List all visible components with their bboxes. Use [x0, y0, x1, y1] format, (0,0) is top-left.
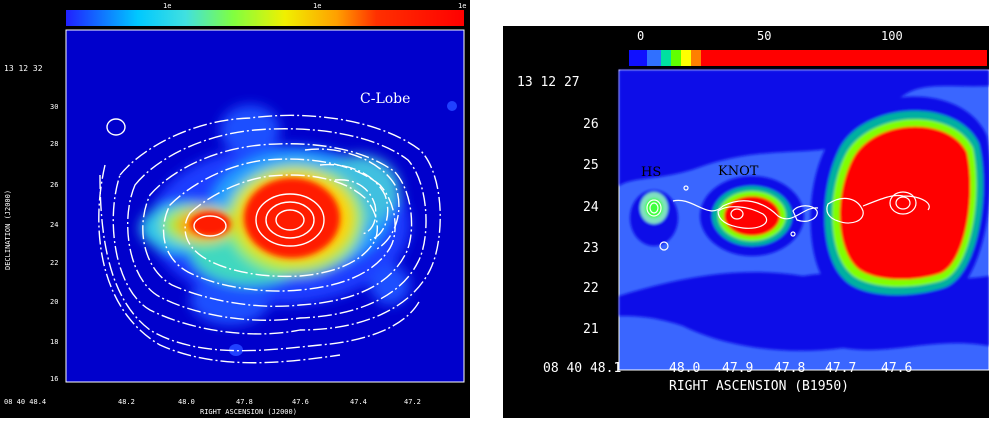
right-contours	[646, 185, 930, 251]
right-dec-tick: 21	[583, 322, 599, 337]
right-colorbar	[619, 50, 987, 66]
left-radio-map: 1e 1e 1e	[4, 2, 466, 416]
right-ra-tick: 08 40 48.1	[543, 361, 621, 376]
left-dec-axis-label: DECLINATION (J2000)	[4, 190, 12, 270]
right-ra-tick: 47.6	[881, 361, 912, 376]
right-colorbar-tick: 50	[757, 29, 771, 43]
right-colorbar-tick: 0	[637, 29, 644, 43]
left-colorbar-tick: 1e	[163, 2, 171, 10]
left-ra-tick: 47.8	[236, 398, 253, 406]
left-dec-tick: 28	[50, 140, 58, 148]
right-dec-tick: 26	[583, 117, 599, 132]
right-emission-map	[619, 70, 989, 351]
c-lobe-label: C-Lobe	[360, 91, 410, 107]
right-dec-tick: 25	[583, 158, 599, 173]
right-ra-tick: 47.7	[825, 361, 856, 376]
left-inner-contours	[106, 118, 325, 247]
left-ra-axis-label: RIGHT ASCENSION (J2000)	[200, 408, 297, 416]
left-colorbar	[66, 10, 464, 26]
left-ra-tick: 47.2	[404, 398, 421, 406]
right-dec-main-label: 13 12 27	[517, 75, 580, 90]
left-colorbar-tick: 1e	[313, 2, 321, 10]
right-ra-tick: 47.8	[774, 361, 805, 376]
left-dec-tick: 16	[50, 375, 58, 383]
left-contours	[98, 114, 441, 364]
left-dec-tick: 26	[50, 181, 58, 189]
left-dec-tick: 20	[50, 298, 58, 306]
left-ra-tick: 47.4	[350, 398, 367, 406]
hs-label: HS	[641, 165, 661, 180]
left-radio-map-panel: 1e 1e 1e	[0, 0, 470, 418]
left-ra-tick: 08 40 48.4	[4, 398, 46, 406]
left-dec-tick: 18	[50, 338, 58, 346]
right-radio-map-panel: 0 50 100	[503, 26, 989, 418]
knot-label: KNOT	[718, 164, 759, 179]
left-colorbar-tick: 1e	[458, 2, 466, 10]
right-dec-tick: 23	[583, 241, 599, 256]
right-dec-tick: 24	[583, 200, 599, 215]
left-ra-tick: 47.6	[292, 398, 309, 406]
left-dec-tick: 30	[50, 103, 58, 111]
left-dec-main-label: 13 12 32	[4, 64, 43, 73]
left-ra-tick: 48.0	[178, 398, 195, 406]
left-ra-tick: 48.2	[118, 398, 135, 406]
right-radio-map: 0 50 100	[517, 29, 989, 394]
right-ra-tick: 47.9	[722, 361, 753, 376]
right-ra-tick: 48.0	[669, 361, 700, 376]
right-dec-tick: 22	[583, 281, 599, 296]
right-ra-axis-label: RIGHT ASCENSION (B1950)	[669, 379, 849, 394]
right-colorbar-tick: 100	[881, 29, 903, 43]
left-dec-tick: 22	[50, 259, 58, 267]
left-dec-tick: 24	[50, 221, 58, 229]
